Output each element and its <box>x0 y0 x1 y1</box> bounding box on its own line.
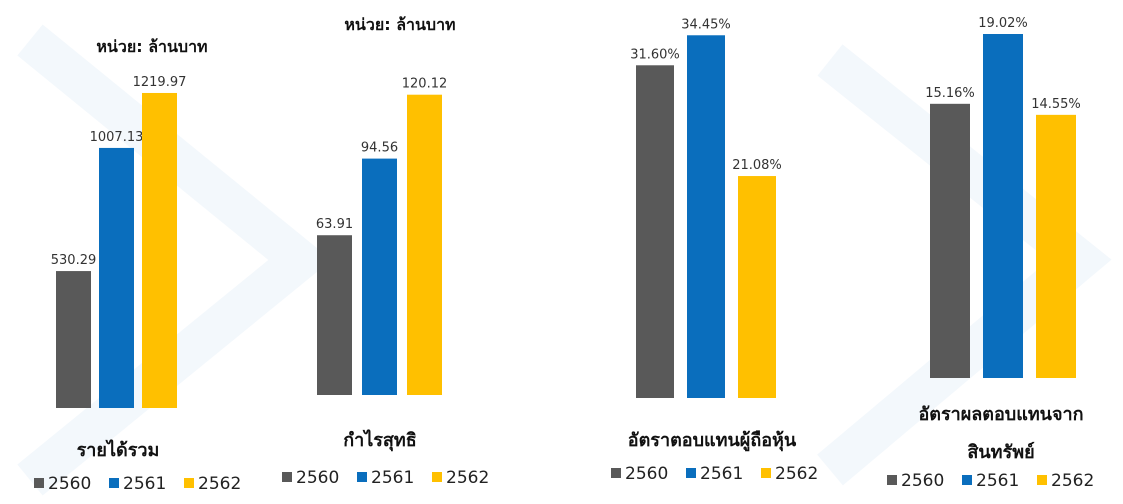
chart-1-legend-label-2562: 2562 <box>198 474 241 494</box>
chart-1-value-label-2560: 530.29 <box>51 253 97 268</box>
chart-2-legend: 2560 2561 2562 <box>282 468 489 488</box>
chart-2-value-label-2562: 120.12 <box>402 77 448 92</box>
chart-3-legend-label-2561: 2561 <box>700 464 743 484</box>
chart-3-value-label-2560: 31.60% <box>630 47 680 62</box>
chart-2-legend-label-2562: 2562 <box>446 468 489 488</box>
chart-4-title-line-2: สินทรัพย์ <box>967 441 1034 463</box>
chart-2-unit-label: หน่วย: ล้านบาท <box>344 15 455 34</box>
chart-3-value-label-2562: 21.08% <box>732 158 782 173</box>
chart-3-legend-swatch-2561 <box>686 468 696 478</box>
chart-4-bar-2561 <box>983 34 1023 378</box>
chart-1-title: รายได้รวม <box>77 439 160 461</box>
chart-3-legend-swatch-2560 <box>611 468 621 478</box>
chart-1-unit-label: หน่วย: ล้านบาท <box>96 37 207 56</box>
chart-4-value-label-2560: 15.16% <box>925 86 975 101</box>
chart-4-legend: 2560 2561 2562 <box>887 471 1094 491</box>
chart-2-legend-label-2560: 2560 <box>296 468 339 488</box>
chart-1-bar-2560 <box>56 271 91 408</box>
chart-4-legend-swatch-2560 <box>887 475 897 485</box>
chart-1-legend-label-2560: 2560 <box>48 474 91 494</box>
chart-3-value-label-2561: 34.45% <box>681 17 731 32</box>
chart-3-legend-label-2560: 2560 <box>625 464 668 484</box>
chart-3-legend-swatch-2562 <box>761 468 771 478</box>
chart-2-bars: 63.91 94.56 120.12 <box>316 77 447 395</box>
chart-3-legend: 2560 2561 2562 <box>611 464 818 484</box>
chart-1-legend-label-2561: 2561 <box>123 474 166 494</box>
chart-1-legend-swatch-2561 <box>109 478 119 488</box>
chart-3-bars: 31.60%34.45% 21.08% <box>630 17 782 398</box>
chart-2-bar-2562 <box>407 94 442 395</box>
chart-4-title-line-1: อัตราผลตอบแทนจาก <box>918 404 1083 425</box>
chart-1-value-label-2561: 1007.13 <box>90 130 144 145</box>
chart-4-legend-label-2560: 2560 <box>901 471 944 491</box>
chart-2-value-label-2561: 94.56 <box>361 141 398 156</box>
chart-1-bar-2561 <box>99 147 134 409</box>
chart-2-bar-2561 <box>362 158 397 395</box>
chart-2-title: กำไรสุทธิ <box>343 429 417 452</box>
chart-roe: 31.60%34.45% 21.08% อัตราตอบแทนผู้ถือหุ้น… <box>611 17 818 484</box>
chart-2-bar-2560 <box>317 235 352 395</box>
chart-4-bar-2562 <box>1036 114 1076 378</box>
chart-4-value-label-2562: 14.55% <box>1031 97 1081 112</box>
chart-2-legend-swatch-2562 <box>432 472 442 482</box>
chart-3-bar-2562 <box>738 176 776 398</box>
chart-2-legend-swatch-2561 <box>357 472 367 482</box>
chart-1-bar-2562 <box>142 92 177 408</box>
chart-net-profit: หน่วย: ล้านบาท 63.91 94.56 120.12 กำไรสุทธ… <box>282 15 489 488</box>
chart-4-legend-label-2562: 2562 <box>1051 471 1094 491</box>
chart-1-legend-swatch-2560 <box>34 478 44 488</box>
chart-1-bars: 530.29 1007.13 1219.97 <box>51 75 187 409</box>
chart-1-legend: 2560 2561 2562 <box>34 474 241 494</box>
chart-4-bar-2560 <box>930 103 970 378</box>
chart-4-bars: 15.16% 19.02% 14.55% <box>925 16 1081 378</box>
chart-1-value-label-2562: 1219.97 <box>133 75 187 90</box>
chart-3-legend-label-2562: 2562 <box>775 464 818 484</box>
chart-3-bar-2560 <box>636 65 674 398</box>
chart-3-title: อัตราตอบแทนผู้ถือหุ้น <box>628 430 797 452</box>
chart-2-legend-label-2561: 2561 <box>371 468 414 488</box>
chart-4-legend-swatch-2561 <box>962 475 972 485</box>
chart-3-bar-2561 <box>687 35 725 398</box>
chart-4-legend-swatch-2562 <box>1037 475 1047 485</box>
chart-4-legend-label-2561: 2561 <box>976 471 1019 491</box>
chart-1-legend-swatch-2562 <box>184 478 194 488</box>
chart-4-value-label-2561: 19.02% <box>978 16 1028 31</box>
chart-2-legend-swatch-2560 <box>282 472 292 482</box>
chart-roa: 15.16% 19.02% 14.55% อัตราผลตอบแทนจาก สินท… <box>887 16 1094 491</box>
chart-total-revenue: หน่วย: ล้านบาท 530.29 1007.13 1219.97 รายไ… <box>34 37 241 494</box>
chart-2-value-label-2560: 63.91 <box>316 217 353 232</box>
